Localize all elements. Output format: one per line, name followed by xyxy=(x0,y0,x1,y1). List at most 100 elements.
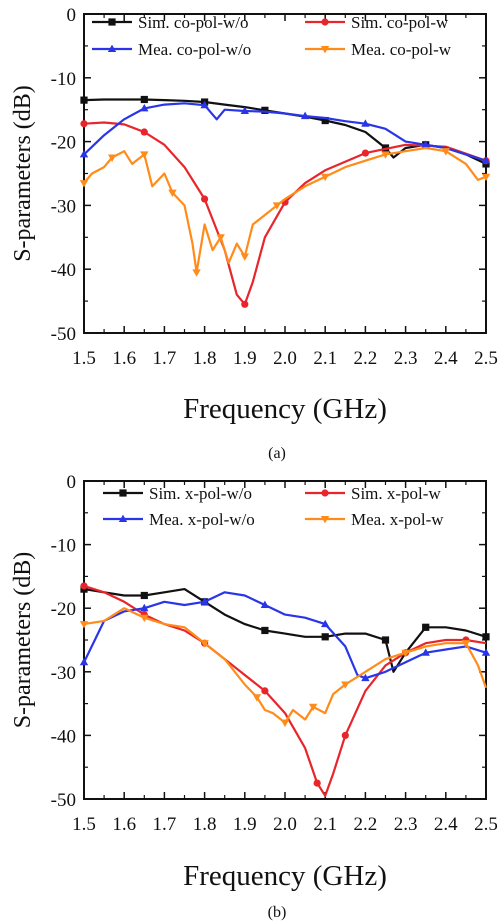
data-point xyxy=(321,173,330,182)
data-point xyxy=(321,633,329,641)
data-point xyxy=(79,149,89,158)
data-point xyxy=(461,640,471,648)
legend-swatch-marker xyxy=(108,18,116,26)
y-tick-label: 0 xyxy=(67,472,77,493)
y-tick-label: -20 xyxy=(51,133,76,154)
data-point xyxy=(140,614,149,623)
x-axis-label: Frequency (GHz) xyxy=(183,393,387,425)
legend-swatch-marker xyxy=(119,489,127,497)
data-point xyxy=(192,269,201,277)
data-point xyxy=(280,719,290,728)
series-4 xyxy=(79,146,491,277)
data-point xyxy=(140,95,148,104)
x-tick-label: 2.2 xyxy=(354,348,378,369)
series-line xyxy=(83,591,487,680)
legend-swatch-marker xyxy=(107,44,117,52)
data-point xyxy=(361,119,370,127)
legend-label: Mea. co-pol-w xyxy=(351,40,452,59)
data-point xyxy=(321,116,329,125)
data-point xyxy=(401,649,410,658)
x-tick-label: 2.5 xyxy=(474,348,498,369)
data-point xyxy=(140,128,148,136)
legend-label: Sim. co-pol-w/o xyxy=(138,13,249,32)
legend-swatch-marker xyxy=(321,18,329,26)
data-point xyxy=(421,140,430,148)
y-tick-label: -30 xyxy=(51,196,76,217)
x-tick-label: 1.5 xyxy=(72,814,96,835)
data-point xyxy=(79,657,89,666)
data-point xyxy=(313,779,321,787)
legend-entry: Sim. co-pol-w xyxy=(305,13,449,32)
y-tick-label: -30 xyxy=(51,663,76,684)
legend-label: Sim. co-pol-w xyxy=(351,13,449,32)
data-point xyxy=(321,619,330,628)
series-line xyxy=(83,146,487,274)
data-point xyxy=(381,151,390,159)
y-tick-label: -50 xyxy=(51,324,76,345)
legend-entry: Sim. x-pol-w/o xyxy=(103,484,252,503)
legend-entry: Mea. x-pol-w/o xyxy=(103,510,255,529)
x-axis-label: Frequency (GHz) xyxy=(183,860,387,892)
y-tick-label: -20 xyxy=(51,599,76,620)
x-tick-label: 2.1 xyxy=(313,348,337,369)
x-tick-label: 1.5 xyxy=(72,348,96,369)
data-point xyxy=(381,636,390,644)
data-point xyxy=(140,151,149,159)
data-point xyxy=(482,633,490,641)
series-4 xyxy=(79,607,488,728)
data-point xyxy=(308,703,318,712)
x-tick-label: 2.0 xyxy=(273,814,297,835)
y-tick-label: -10 xyxy=(51,536,76,557)
x-tick-label: 1.9 xyxy=(233,348,257,369)
data-point xyxy=(300,111,310,120)
x-tick-label: 2.0 xyxy=(273,348,297,369)
data-point xyxy=(252,694,262,702)
data-point xyxy=(140,603,149,612)
x-tick-label: 1.6 xyxy=(112,348,136,369)
legend-swatch-marker xyxy=(320,516,330,524)
data-point xyxy=(200,640,209,648)
x-tick-label: 2.2 xyxy=(354,814,378,835)
legend-entry: Mea. x-pol-w xyxy=(305,510,444,529)
x-tick-label: 1.6 xyxy=(112,814,136,835)
legend-swatch-marker xyxy=(320,46,330,54)
panel-b: 1.5 1.6 1.7 1.8 1.9 2.0 2.1 2.2 2.3 2.4 2.5 0 -10 -20… xyxy=(10,472,498,921)
x-tick-label: 2.3 xyxy=(394,814,418,835)
data-point xyxy=(140,104,149,112)
legend-swatch-marker xyxy=(118,514,128,522)
y-tick-label: -10 xyxy=(51,69,76,90)
data-point xyxy=(201,195,209,203)
legend-entry: Sim. x-pol-w xyxy=(305,484,441,503)
data-point xyxy=(216,234,225,242)
data-point xyxy=(107,154,117,162)
data-point xyxy=(200,597,209,605)
legend-label: Mea. co-pol-w/o xyxy=(138,40,251,59)
data-point xyxy=(260,600,270,609)
x-tick-label: 2.4 xyxy=(434,814,458,835)
data-point xyxy=(272,202,282,210)
series-3 xyxy=(79,591,491,682)
y-axis-label: S-parameters (dB) xyxy=(10,552,36,729)
data-point xyxy=(240,106,249,114)
x-tick-label: 2.3 xyxy=(394,348,418,369)
legend-entry: Sim. co-pol-w/o xyxy=(92,13,249,32)
data-point xyxy=(481,648,491,656)
legend-label: Sim. x-pol-w/o xyxy=(149,484,252,503)
panel-a: 1.5 1.6 1.7 1.8 1.9 2.0 2.1 2.2 2.3 2.4 2.5 0 -10 -20… xyxy=(10,5,498,462)
data-point xyxy=(79,621,89,629)
data-point xyxy=(140,591,148,600)
x-tick-label: 1.8 xyxy=(193,814,217,835)
legend-label: Sim. x-pol-w xyxy=(351,484,441,503)
series-3 xyxy=(79,100,491,164)
y-tick-label: -50 xyxy=(51,790,76,811)
data-point xyxy=(261,626,269,635)
legend-entry: Mea. co-pol-w/o xyxy=(92,40,251,59)
data-point xyxy=(261,106,269,114)
legend-label: Mea. x-pol-w/o xyxy=(149,510,255,529)
data-point xyxy=(341,681,350,689)
data-point xyxy=(421,648,430,656)
data-point xyxy=(441,148,450,156)
y-tick-label: -40 xyxy=(51,726,76,747)
data-point xyxy=(341,731,349,740)
data-point xyxy=(241,300,249,308)
